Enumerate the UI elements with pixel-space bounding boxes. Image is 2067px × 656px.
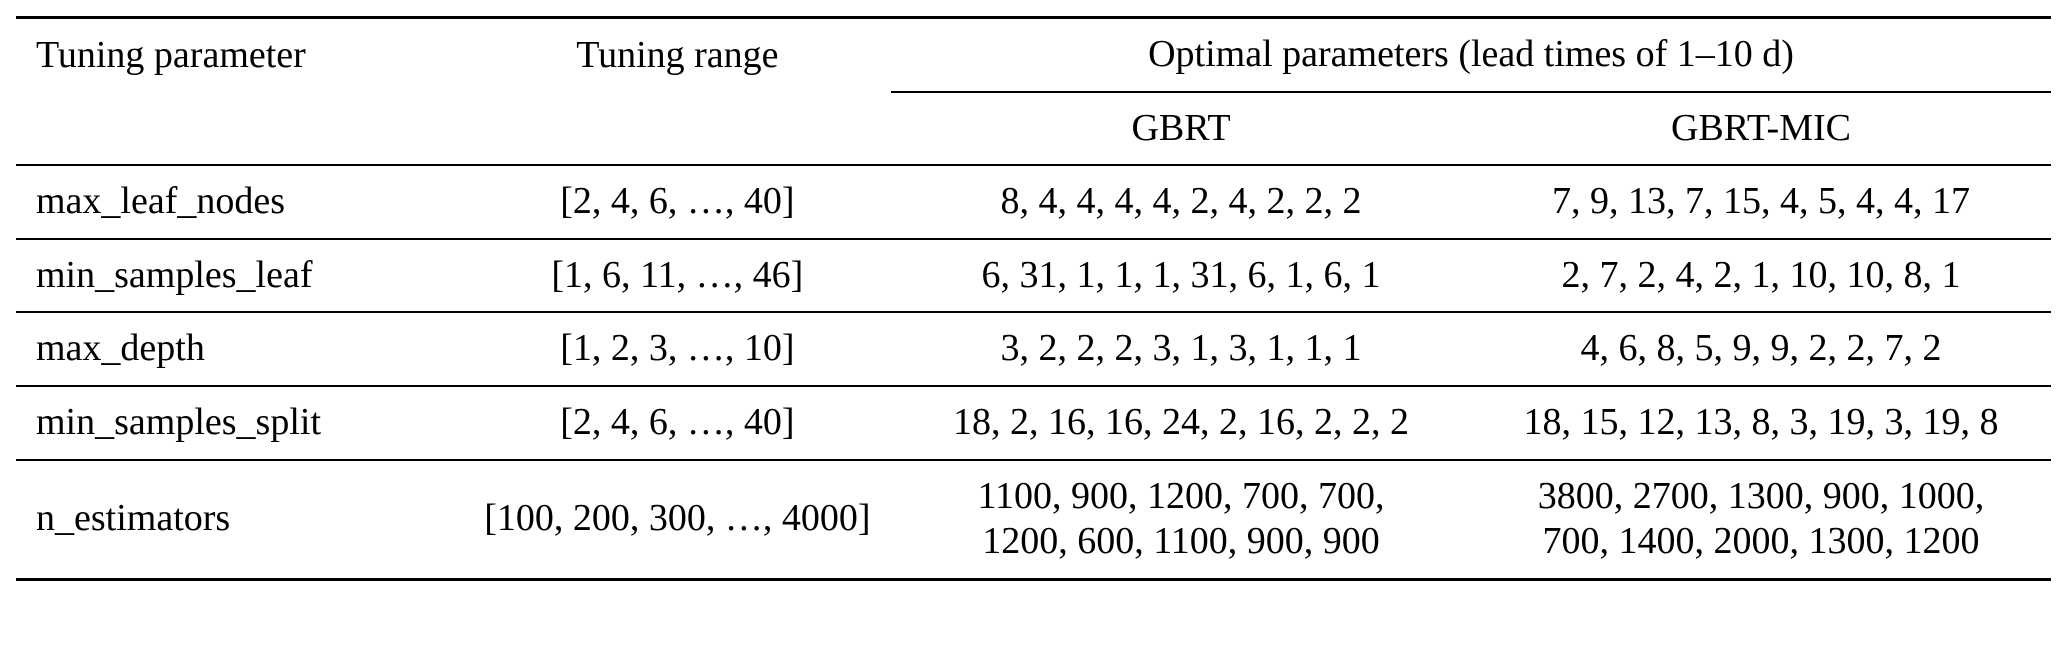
table-row-max-leaf-nodes: max_leaf_nodes [2, 4, 6, …, 40] 8, 4, 4,…: [16, 165, 2051, 240]
table-row-max-depth: max_depth [1, 2, 3, …, 10] 3, 2, 2, 2, 3…: [16, 312, 2051, 387]
gbrt-values: 6, 31, 1, 1, 1, 31, 6, 1, 6, 1: [891, 238, 1471, 314]
param-range: [1, 2, 3, …, 10]: [463, 312, 892, 387]
gbrt-values: 3, 2, 2, 2, 3, 1, 3, 1, 1, 1: [891, 312, 1471, 387]
param-name: max_depth: [16, 312, 464, 387]
table-row-min-samples-leaf: min_samples_leaf [1, 6, 11, …, 46] 6, 31…: [16, 238, 2051, 314]
param-range: [100, 200, 300, …, 4000]: [484, 497, 871, 540]
tuning-parameters-table: Tuning parameter Tuning range Optimal pa…: [16, 16, 2051, 581]
gbrt-values: 18, 2, 16, 16, 24, 2, 16, 2, 2, 2: [891, 385, 1471, 461]
gbrt-values: 8, 4, 4, 4, 4, 2, 4, 2, 2, 2: [891, 165, 1471, 240]
table-row-min-samples-split: min_samples_split [2, 4, 6, …, 40] 18, 2…: [16, 385, 2051, 461]
header-gbrt: GBRT: [891, 91, 1471, 167]
header-tuning-parameter: Tuning parameter: [36, 33, 306, 76]
header-gbrt-mic: GBRT-MIC: [1471, 91, 2051, 167]
param-range: [2, 4, 6, …, 40]: [463, 165, 892, 240]
empty-cell: [16, 91, 464, 167]
param-range: [2, 4, 6, …, 40]: [463, 385, 892, 461]
table-row-n-estimators: n_estimators [100, 200, 300, …, 4000] 11…: [16, 460, 2051, 580]
gbrt-mic-values: 3800, 2700, 1300, 900, 1000, 700, 1400, …: [1537, 474, 1985, 563]
header-row-top: Tuning parameter Tuning range Optimal pa…: [16, 17, 2051, 93]
gbrt-values: 1100, 900, 1200, 700, 700, 1200, 600, 11…: [977, 474, 1385, 563]
gbrt-mic-values: 2, 7, 2, 4, 2, 1, 10, 10, 8, 1: [1471, 238, 2051, 314]
param-name: min_samples_split: [16, 385, 464, 461]
gbrt-mic-values: 18, 15, 12, 13, 8, 3, 19, 3, 19, 8: [1471, 385, 2051, 461]
empty-cell: [463, 91, 892, 167]
header-tuning-range: Tuning range: [576, 33, 779, 76]
param-name: max_leaf_nodes: [16, 165, 464, 240]
gbrt-mic-values: 7, 9, 13, 7, 15, 4, 5, 4, 4, 17: [1471, 165, 2051, 240]
gbrt-mic-values: 4, 6, 8, 5, 9, 9, 2, 2, 7, 2: [1471, 312, 2051, 387]
header-optimal-parameters: Optimal parameters (lead times of 1–10 d…: [891, 17, 2051, 93]
param-name: min_samples_leaf: [16, 238, 464, 314]
param-range: [1, 6, 11, …, 46]: [463, 238, 892, 314]
param-name: n_estimators: [36, 497, 231, 540]
header-row-sub: GBRT GBRT-MIC: [16, 91, 2051, 167]
